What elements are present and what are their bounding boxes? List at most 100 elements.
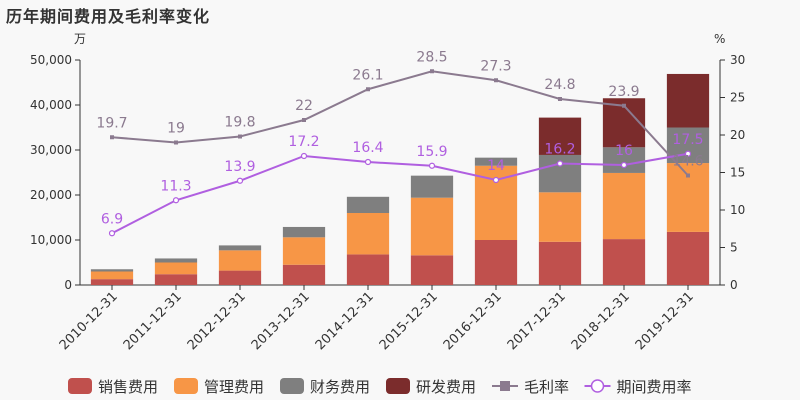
- legend-label: 管理费用: [204, 378, 264, 396]
- bar-segment: [282, 237, 326, 265]
- legend-label: 销售费用: [98, 378, 158, 396]
- y-right-tick-label: 0: [730, 278, 738, 292]
- legend-item: 研发费用: [386, 378, 476, 396]
- data-label: 27.3: [480, 58, 511, 74]
- data-labels-layer: 19.7 19 19.8 22 26.1 28.5 27.3 24.8 23.9 14.6 6.9 1…: [96, 49, 703, 227]
- bar-segment: [346, 254, 390, 285]
- line-point: [172, 197, 180, 204]
- y-left-tick-label: 50,000: [30, 53, 72, 67]
- bar-segment: [90, 269, 134, 272]
- bar-segment: [538, 241, 582, 285]
- y-right-tick-label: 15: [730, 166, 745, 180]
- bar-segment: [602, 239, 646, 285]
- data-label: 14: [487, 158, 505, 174]
- bar-segment: [218, 245, 262, 251]
- lines-layer: [108, 69, 692, 237]
- line-point: [622, 103, 626, 108]
- bar-segment: [538, 117, 582, 155]
- bar-segment: [346, 213, 390, 255]
- legend-label: 毛利率: [524, 378, 569, 396]
- bar-segment: [666, 231, 710, 285]
- data-label: 15.9: [416, 144, 447, 160]
- line-point: [686, 173, 690, 178]
- legend-item: 销售费用: [68, 378, 158, 396]
- bar-segment: [282, 264, 326, 285]
- bar-segment: [666, 163, 710, 232]
- data-label: 14.6: [672, 154, 703, 170]
- data-label: 6.9: [101, 211, 123, 227]
- bar-segment: [410, 175, 454, 198]
- data-label: 23.9: [608, 84, 639, 100]
- x-tick-label: 2010-12-31: [57, 289, 121, 353]
- legend-label: 研发费用: [416, 378, 476, 396]
- line-point: [236, 177, 244, 184]
- legend-label: 期间费用率: [617, 378, 692, 396]
- chart-title: 历年期间费用及毛利率变化: [6, 7, 211, 26]
- data-label: 26.1: [352, 67, 383, 83]
- legend-item: 期间费用率: [584, 378, 692, 396]
- line-point: [300, 152, 308, 160]
- data-label: 17.5: [672, 132, 703, 148]
- bar-segment: [218, 250, 262, 271]
- y-right-tick-label: 20: [730, 128, 745, 142]
- line-point: [174, 140, 178, 145]
- line-point: [110, 135, 114, 140]
- data-label: 11.3: [160, 178, 191, 194]
- x-tick-label: 2018-12-31: [569, 289, 633, 353]
- bar-segment: [346, 196, 390, 213]
- data-label: 13.9: [224, 159, 255, 175]
- data-label: 19.7: [96, 115, 127, 131]
- bar-segment: [282, 226, 326, 238]
- bar-segment: [410, 255, 454, 285]
- y-right-unit: %: [714, 32, 725, 46]
- data-label: 22: [295, 98, 313, 114]
- x-tick-label: 2014-12-31: [313, 289, 377, 353]
- line-point: [620, 161, 628, 169]
- x-tick-label: 2019-12-31: [633, 289, 697, 353]
- legend-item: 毛利率: [492, 378, 569, 396]
- y-right-tick-label: 10: [730, 203, 745, 217]
- bar-segment: [602, 172, 646, 240]
- y-right-tick-label: 30: [730, 53, 745, 67]
- line-point: [238, 134, 242, 139]
- data-label: 24.8: [544, 77, 575, 93]
- bar-segment: [154, 262, 198, 275]
- legend: 销售费用 管理费用 财务费用 研发费用 毛利率 期间费用率: [68, 378, 692, 396]
- legend-marker: [590, 379, 605, 393]
- x-tick-label: 2011-12-31: [121, 289, 185, 353]
- legend-label: 财务费用: [310, 378, 370, 396]
- bar-segment: [410, 197, 454, 256]
- line-point: [366, 87, 370, 92]
- y-right-tick-label: 5: [730, 241, 738, 255]
- line-point: [556, 160, 564, 167]
- x-tick-label: 2017-12-31: [505, 289, 569, 353]
- data-label: 16: [615, 143, 633, 159]
- y-right-tick-label: 25: [730, 91, 745, 105]
- data-label: 19: [167, 121, 185, 137]
- data-label: 16.4: [352, 140, 383, 156]
- legend-swatch: [68, 378, 92, 394]
- legend-swatch: [174, 378, 198, 394]
- data-label: 19.8: [224, 115, 255, 131]
- bar-segment: [474, 240, 518, 285]
- legend-item: 财务费用: [280, 378, 370, 396]
- data-label: 17.2: [288, 134, 319, 150]
- line-point: [364, 158, 372, 166]
- legend-marker: [500, 381, 510, 391]
- series-line: [111, 70, 689, 177]
- line-point: [428, 162, 436, 169]
- y-left-tick-label: 0: [64, 278, 72, 292]
- bar-segment: [154, 258, 198, 263]
- y-left-tick-label: 40,000: [30, 98, 72, 112]
- data-label: 28.5: [416, 49, 447, 65]
- series-line: [111, 152, 689, 235]
- line-point: [684, 150, 692, 157]
- bar-segment: [602, 147, 646, 173]
- bar-segment: [666, 73, 710, 128]
- bar-segment: [474, 157, 518, 166]
- y-left-unit: 万: [74, 32, 86, 46]
- x-tick-label: 2015-12-31: [377, 289, 441, 353]
- line-point: [558, 97, 562, 101]
- bar-segment: [154, 274, 198, 285]
